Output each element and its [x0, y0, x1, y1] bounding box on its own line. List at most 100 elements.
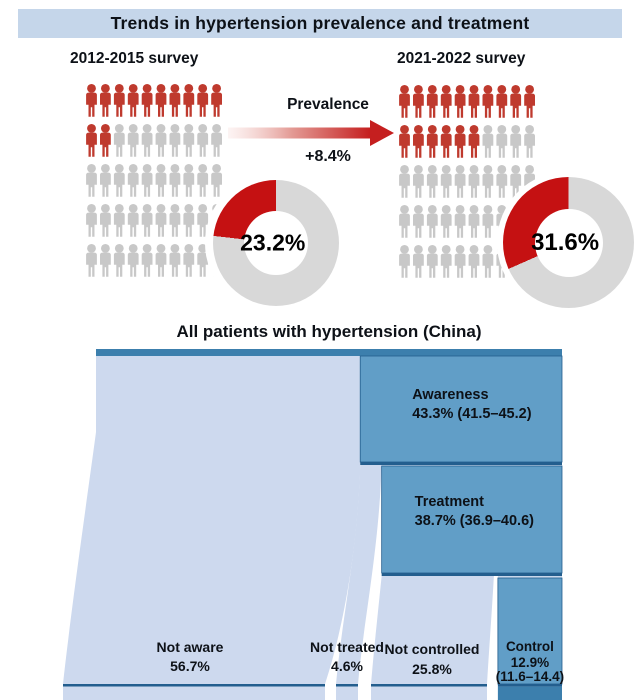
arrow-head [370, 120, 394, 146]
person-icon [482, 85, 494, 118]
person-icon [399, 205, 410, 238]
value-not-aware: 56.7% [170, 658, 210, 674]
person-icon [496, 165, 508, 198]
header-banner: Trends in hypertension prevalence and tr… [18, 9, 622, 38]
sankey-source-bar [96, 349, 562, 356]
person-icon [440, 205, 452, 238]
person-icon [141, 84, 153, 117]
terminal-line [497, 684, 562, 687]
person-icon [169, 164, 181, 197]
person-icon [197, 244, 209, 277]
person-icon [468, 245, 480, 278]
person-icon [440, 165, 452, 198]
person-icon [454, 245, 466, 278]
pictogram-2021-2022 [399, 85, 535, 278]
person-icon [510, 125, 522, 158]
person-icon [86, 244, 97, 277]
person-icon [496, 125, 508, 158]
person-icon [127, 204, 139, 237]
person-icon [413, 125, 424, 158]
person-icon [482, 205, 494, 238]
person-icon [454, 85, 466, 118]
person-icon [155, 204, 167, 237]
sankey-title: All patients with hypertension (China) [176, 322, 482, 341]
person-icon [468, 165, 480, 198]
flow-not-aware [63, 356, 361, 684]
person-icon [399, 245, 410, 278]
donut-chart-2012-2015: 23.2% [205, 172, 347, 314]
person-icon [468, 205, 480, 238]
flow-not-controlled [371, 576, 494, 684]
person-icon [468, 85, 480, 118]
terminal-line [336, 684, 358, 687]
terminal-strip [497, 686, 562, 700]
value-treatment: 38.7% (36.9–40.6) [415, 513, 534, 529]
person-icon [100, 164, 111, 197]
person-icon [127, 124, 139, 157]
terminal-strip [371, 686, 487, 700]
person-icon [197, 164, 209, 197]
prevalence-arrow-icon [228, 120, 394, 146]
person-icon [183, 164, 195, 197]
person-icon [510, 85, 522, 118]
separator-line [381, 573, 562, 576]
person-icon [141, 124, 153, 157]
person-icon [169, 124, 181, 157]
arrow-shaft [228, 127, 370, 139]
person-icon [113, 164, 125, 197]
terminal-strip [336, 686, 358, 700]
value-not-treated: 4.6% [331, 658, 363, 674]
person-icon [440, 245, 452, 278]
person-icon [155, 164, 167, 197]
person-icon [141, 204, 153, 237]
donut-hole [534, 208, 603, 277]
person-icon [413, 205, 424, 238]
person-icon [183, 244, 195, 277]
person-icon [440, 125, 452, 158]
donut-ring: 31.6% [503, 177, 634, 308]
donut-value-label: 23.2% [240, 229, 306, 256]
person-icon [100, 204, 111, 237]
label-not-treated: Not treated [310, 639, 384, 655]
person-icon [100, 124, 111, 157]
person-icon [454, 165, 466, 198]
person-icon [524, 85, 535, 118]
person-icon [496, 85, 508, 118]
terminal-line [63, 684, 325, 687]
label-not-controlled: Not controlled [385, 641, 480, 657]
person-icon [113, 124, 125, 157]
donut-hole [244, 211, 308, 275]
page-title: Trends in hypertension prevalence and tr… [110, 13, 530, 33]
value-control: 12.9% [511, 655, 549, 670]
label-treatment: Treatment [415, 494, 484, 510]
person-icon [169, 244, 181, 277]
person-icon [413, 85, 424, 118]
person-icon [482, 165, 494, 198]
person-icon [100, 244, 111, 277]
person-icon [86, 84, 97, 117]
value-awareness: 43.3% (41.5–45.2) [412, 406, 531, 422]
person-icon [482, 245, 494, 278]
person-icon [141, 244, 153, 277]
donut-value-label: 31.6% [531, 228, 600, 256]
person-icon [426, 125, 438, 158]
label-awareness: Awareness [412, 387, 488, 403]
person-icon [183, 124, 195, 157]
person-icon [169, 84, 181, 117]
label-not-aware: Not aware [157, 639, 224, 655]
terminal-line [371, 684, 487, 687]
flow-not-treated [336, 465, 382, 684]
person-icon [183, 84, 195, 117]
label-control: Control [506, 639, 554, 654]
person-icon [141, 164, 153, 197]
person-icon [86, 204, 97, 237]
person-icon [211, 164, 222, 197]
person-icon [197, 84, 209, 117]
person-icon [440, 85, 452, 118]
person-icon [155, 244, 167, 277]
person-icon [211, 124, 222, 157]
donut-ring: 23.2% [213, 180, 339, 306]
person-icon [426, 165, 438, 198]
person-icon [197, 124, 209, 157]
